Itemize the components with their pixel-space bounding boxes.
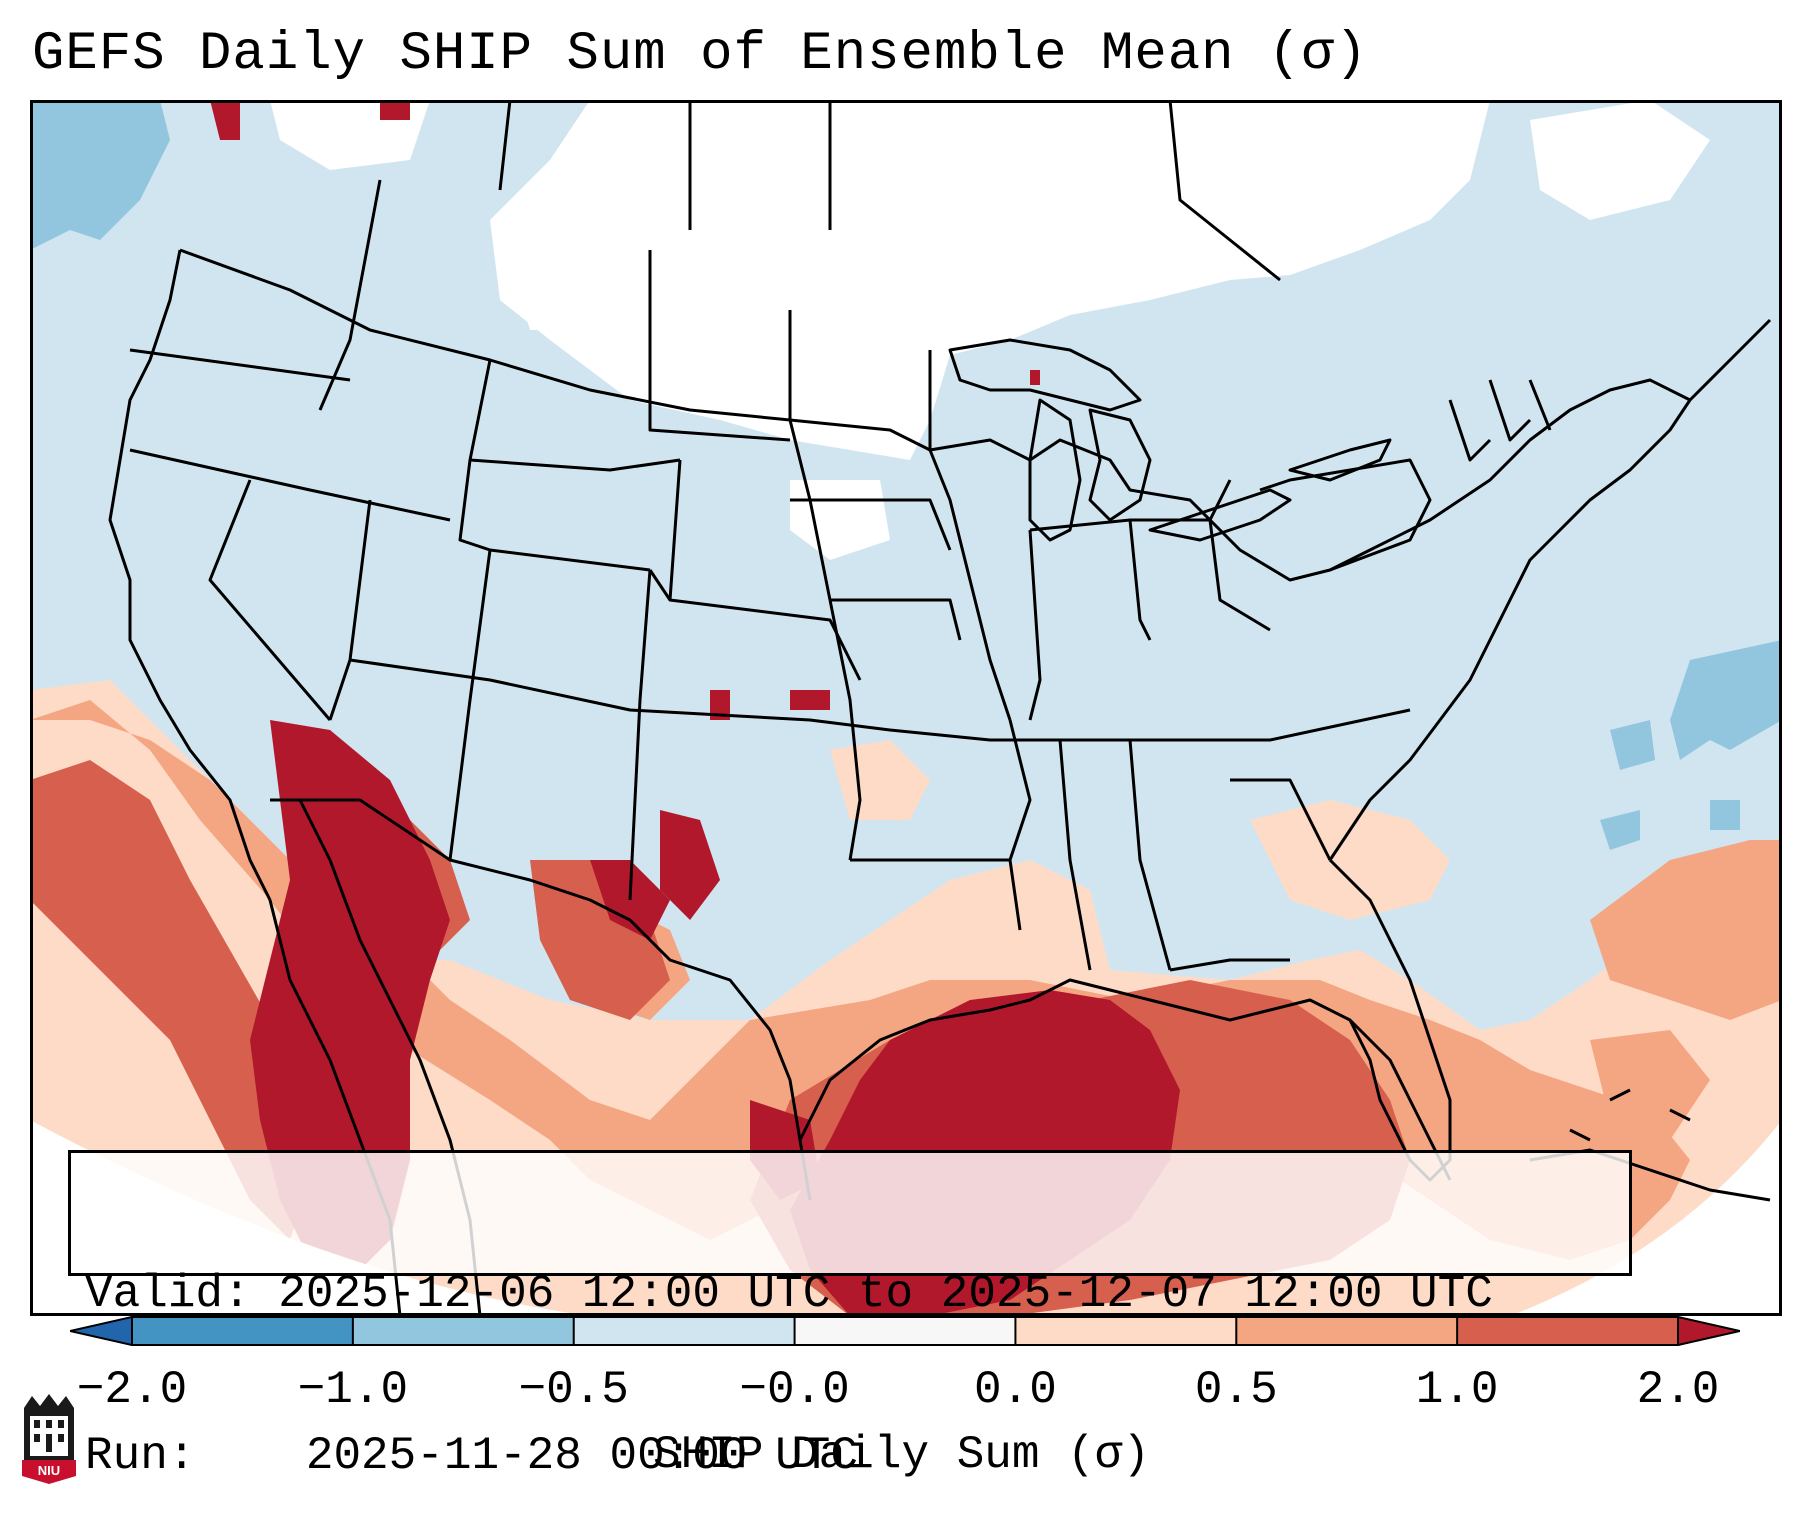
- ship-field-map: [30, 100, 1782, 1316]
- colorbar-over-extend: [1678, 1316, 1740, 1346]
- colorbar-segment: [132, 1316, 354, 1346]
- run-info-box: Valid: 2025-12-06 12:00 UTC to 2025-12-0…: [68, 1150, 1632, 1482]
- run-value: 2025-11-28 00:00 UTC: [305, 1430, 858, 1482]
- near-zero-region: [270, 100, 1710, 560]
- colorbar-segment: [352, 1316, 575, 1346]
- colorbar-tick-label: 0.5: [1194, 1364, 1278, 1416]
- niu-logo-icon: NIU: [22, 1394, 76, 1484]
- valid-row: Valid: 2025-12-06 12:00 UTC to 2025-12-0…: [85, 1267, 1615, 1321]
- negative-anomaly-patches: [30, 100, 1782, 1316]
- map-panel: [30, 100, 1782, 1316]
- colorbar-graphic: [69, 1316, 1741, 1346]
- colorbar-tick-label: 2.0: [1636, 1364, 1720, 1416]
- colorbar-tick-label: 1.0: [1415, 1364, 1499, 1416]
- colorbar-segment: [794, 1316, 1016, 1346]
- run-label: Run:: [85, 1430, 196, 1482]
- colorbar-tick-label: 0.0: [974, 1364, 1057, 1416]
- colorbar-segment: [573, 1316, 796, 1346]
- colorbar-under-extend: [70, 1316, 132, 1346]
- projection-edge-right: [1510, 1120, 1782, 1316]
- valid-value: 2025-12-06 12:00 UTC to 2025-12-07 12:00…: [278, 1268, 1493, 1320]
- map-frame: [30, 100, 1782, 1316]
- logo-text: NIU: [38, 1463, 60, 1478]
- colorbar-tick-label: −2.0: [76, 1364, 188, 1416]
- colorbar-tick-label: −1.0: [297, 1364, 409, 1416]
- colorbar-segment: [1015, 1316, 1237, 1346]
- valid-label: Valid:: [85, 1268, 251, 1320]
- colorbar-tick-label: −0.0: [739, 1364, 850, 1416]
- colorbar-label: SHIP Daily Sum (σ): [653, 1429, 1150, 1481]
- colorbar-segment: [1457, 1316, 1679, 1346]
- colorbar: [69, 1316, 1741, 1346]
- colorbar-tick-label: −0.5: [518, 1364, 629, 1416]
- run-row: Run: 2025-11-28 00:00 UTC: [85, 1429, 1615, 1483]
- colorbar-segment: [1236, 1316, 1458, 1346]
- map-title: GEFS Daily SHIP Sum of Ensemble Mean (σ): [32, 24, 1369, 85]
- boundary-lines: [108, 100, 1772, 1316]
